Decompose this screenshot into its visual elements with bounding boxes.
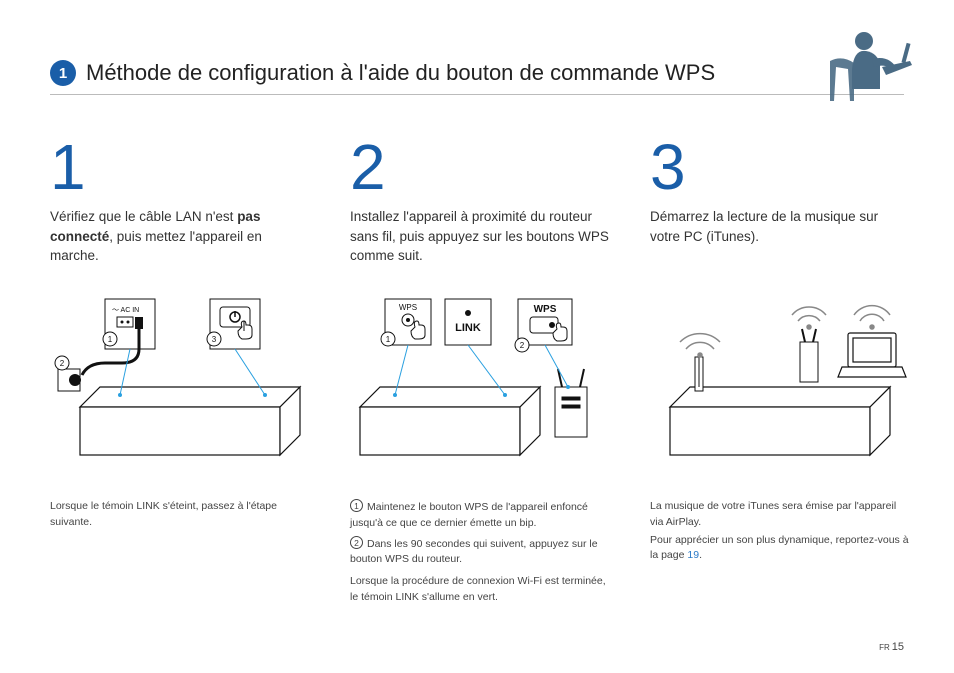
- step-body: Démarrez la lecture de la musique sur vo…: [650, 207, 910, 267]
- text: Vérifiez que le câble LAN n'est: [50, 209, 237, 224]
- person-laptop-icon: [824, 25, 914, 110]
- svg-text:WPS: WPS: [534, 304, 557, 315]
- step-3: 3 Démarrez la lecture de la musique sur …: [650, 135, 910, 606]
- svg-text:2: 2: [520, 341, 525, 350]
- note-text: Maintenez le bouton WPS de l'appareil en…: [350, 501, 588, 529]
- steps-row: 1 Vérifiez que le câble LAN n'est pas co…: [50, 135, 904, 606]
- step-number: 3: [650, 135, 910, 199]
- page-number: FR15: [879, 641, 904, 653]
- acin-label: ～ AC IN: [112, 307, 139, 314]
- step-number: 1: [50, 135, 310, 199]
- note-text: Dans les 90 secondes qui suivent, appuye…: [350, 538, 598, 566]
- svg-text:1: 1: [108, 335, 113, 344]
- page-prefix: FR: [879, 643, 890, 652]
- note-line: La musique de votre iTunes sera émise pa…: [650, 499, 910, 531]
- page-header: 1 Méthode de configuration à l'aide du b…: [50, 60, 904, 95]
- note-footer: Lorsque la procédure de connexion Wi-Fi …: [350, 574, 610, 606]
- illustration-playback: [650, 287, 910, 487]
- page-num: 15: [892, 641, 904, 653]
- step-number: 2: [350, 135, 610, 199]
- step-1: 1 Vérifiez que le câble LAN n'est pas co…: [50, 135, 310, 606]
- note-num: 1: [350, 499, 363, 512]
- page-link[interactable]: 19: [687, 549, 699, 561]
- step-body: Vérifiez que le câble LAN n'est pas conn…: [50, 207, 310, 267]
- svg-text:WPS: WPS: [399, 303, 417, 312]
- illustration-power-on: ～ AC IN 1 2: [50, 287, 310, 487]
- svg-text:1: 1: [386, 335, 391, 344]
- header-badge: 1: [50, 60, 76, 86]
- step-body: Installez l'appareil à proximité du rout…: [350, 207, 610, 267]
- svg-text:LINK: LINK: [455, 322, 481, 334]
- step-2: 2 Installez l'appareil à proximité du ro…: [350, 135, 610, 606]
- note-line: .: [699, 549, 702, 561]
- svg-text:2: 2: [60, 359, 65, 368]
- note-num: 2: [350, 536, 363, 549]
- step-note: La musique de votre iTunes sera émise pa…: [650, 499, 910, 564]
- illustration-wps: WPS 1 LINK WPS: [350, 287, 610, 487]
- header-title: Méthode de configuration à l'aide du bou…: [86, 60, 715, 86]
- svg-text:3: 3: [212, 335, 217, 344]
- step-note: Lorsque le témoin LINK s'éteint, passez …: [50, 499, 310, 531]
- step-notes: 1Maintenez le bouton WPS de l'appareil e…: [350, 499, 610, 606]
